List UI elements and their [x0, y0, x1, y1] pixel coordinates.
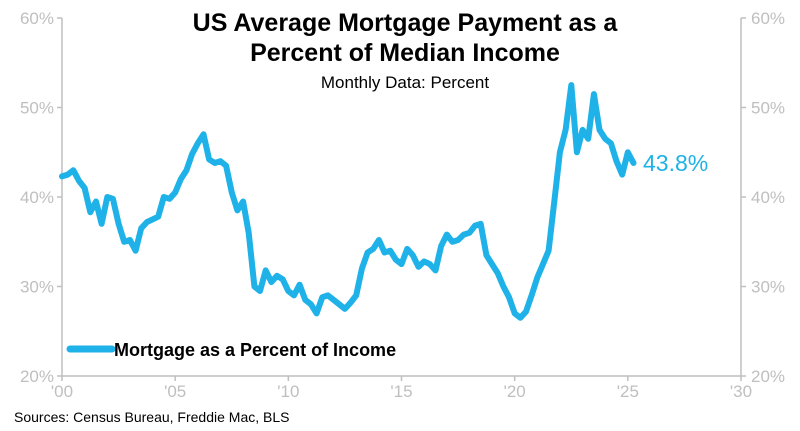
y-tick-label-left: 50%: [20, 99, 54, 118]
legend: Mortgage as a Percent of Income: [66, 340, 396, 360]
x-tick-label: '10: [277, 382, 299, 401]
x-tick-label: '25: [617, 382, 639, 401]
y-axis-right: 20% 30% 40% 50% 60%: [741, 9, 785, 386]
end-value-label: 43.8%: [643, 150, 708, 176]
chart-title-line2: Percent of Median Income: [250, 39, 560, 67]
y-tick-label-left: 20%: [20, 367, 54, 386]
source-note: Sources: Census Bureau, Freddie Mac, BLS: [14, 409, 290, 425]
y-tick-label-left: 40%: [20, 188, 54, 207]
y-tick-label-right: 40%: [751, 188, 785, 207]
y-tick-label-right: 30%: [751, 278, 785, 297]
series-line: [59, 82, 637, 321]
y-tick-label-right: 60%: [751, 9, 785, 28]
y-tick-label-left: 60%: [20, 9, 54, 28]
legend-label: Mortgage as a Percent of Income: [114, 340, 396, 360]
y-tick-label-right: 50%: [751, 99, 785, 118]
x-tick-label: '05: [164, 382, 186, 401]
chart-subtitle: Monthly Data: Percent: [320, 73, 490, 92]
x-tick-label: '15: [390, 382, 412, 401]
x-axis: '00 '05 '10 '15 '20 '25 '30: [51, 376, 752, 401]
chart-title-line1: US Average Mortgage Payment as a: [192, 9, 618, 37]
y-tick-label-right: 20%: [751, 367, 785, 386]
x-tick-label: '30: [730, 382, 752, 401]
series: [59, 82, 637, 321]
y-axis-left: 20% 30% 40% 50% 60%: [20, 9, 62, 386]
x-tick-label: '20: [504, 382, 526, 401]
x-tick-label: '00: [51, 382, 73, 401]
y-tick-label-left: 30%: [20, 278, 54, 297]
